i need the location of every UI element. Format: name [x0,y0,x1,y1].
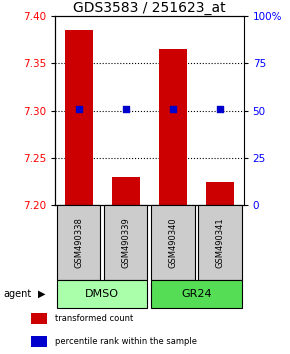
Point [76,106,81,112]
Bar [57,205,100,280]
Point [218,106,222,112]
Text: ▶: ▶ [38,289,45,299]
Bar [31,336,47,347]
Bar [151,280,242,308]
Text: GSM490341: GSM490341 [215,217,224,268]
Text: GSM490338: GSM490338 [74,217,83,268]
Bar [31,313,47,324]
Text: agent: agent [3,289,31,299]
Text: DMSO: DMSO [85,289,119,299]
Bar [198,205,242,280]
Text: transformed count: transformed count [55,314,133,322]
Bar [57,280,147,308]
Bar [64,30,93,205]
Bar [151,205,195,280]
Text: GSM490339: GSM490339 [121,217,130,268]
Bar [159,49,187,205]
Bar [206,182,234,205]
Bar [112,177,140,205]
Text: GR24: GR24 [181,289,212,299]
Bar [104,205,147,280]
Point [171,106,175,112]
Text: GSM490340: GSM490340 [168,217,177,268]
Title: GDS3583 / 251623_at: GDS3583 / 251623_at [73,1,226,15]
Text: percentile rank within the sample: percentile rank within the sample [55,337,197,346]
Point [124,106,128,112]
